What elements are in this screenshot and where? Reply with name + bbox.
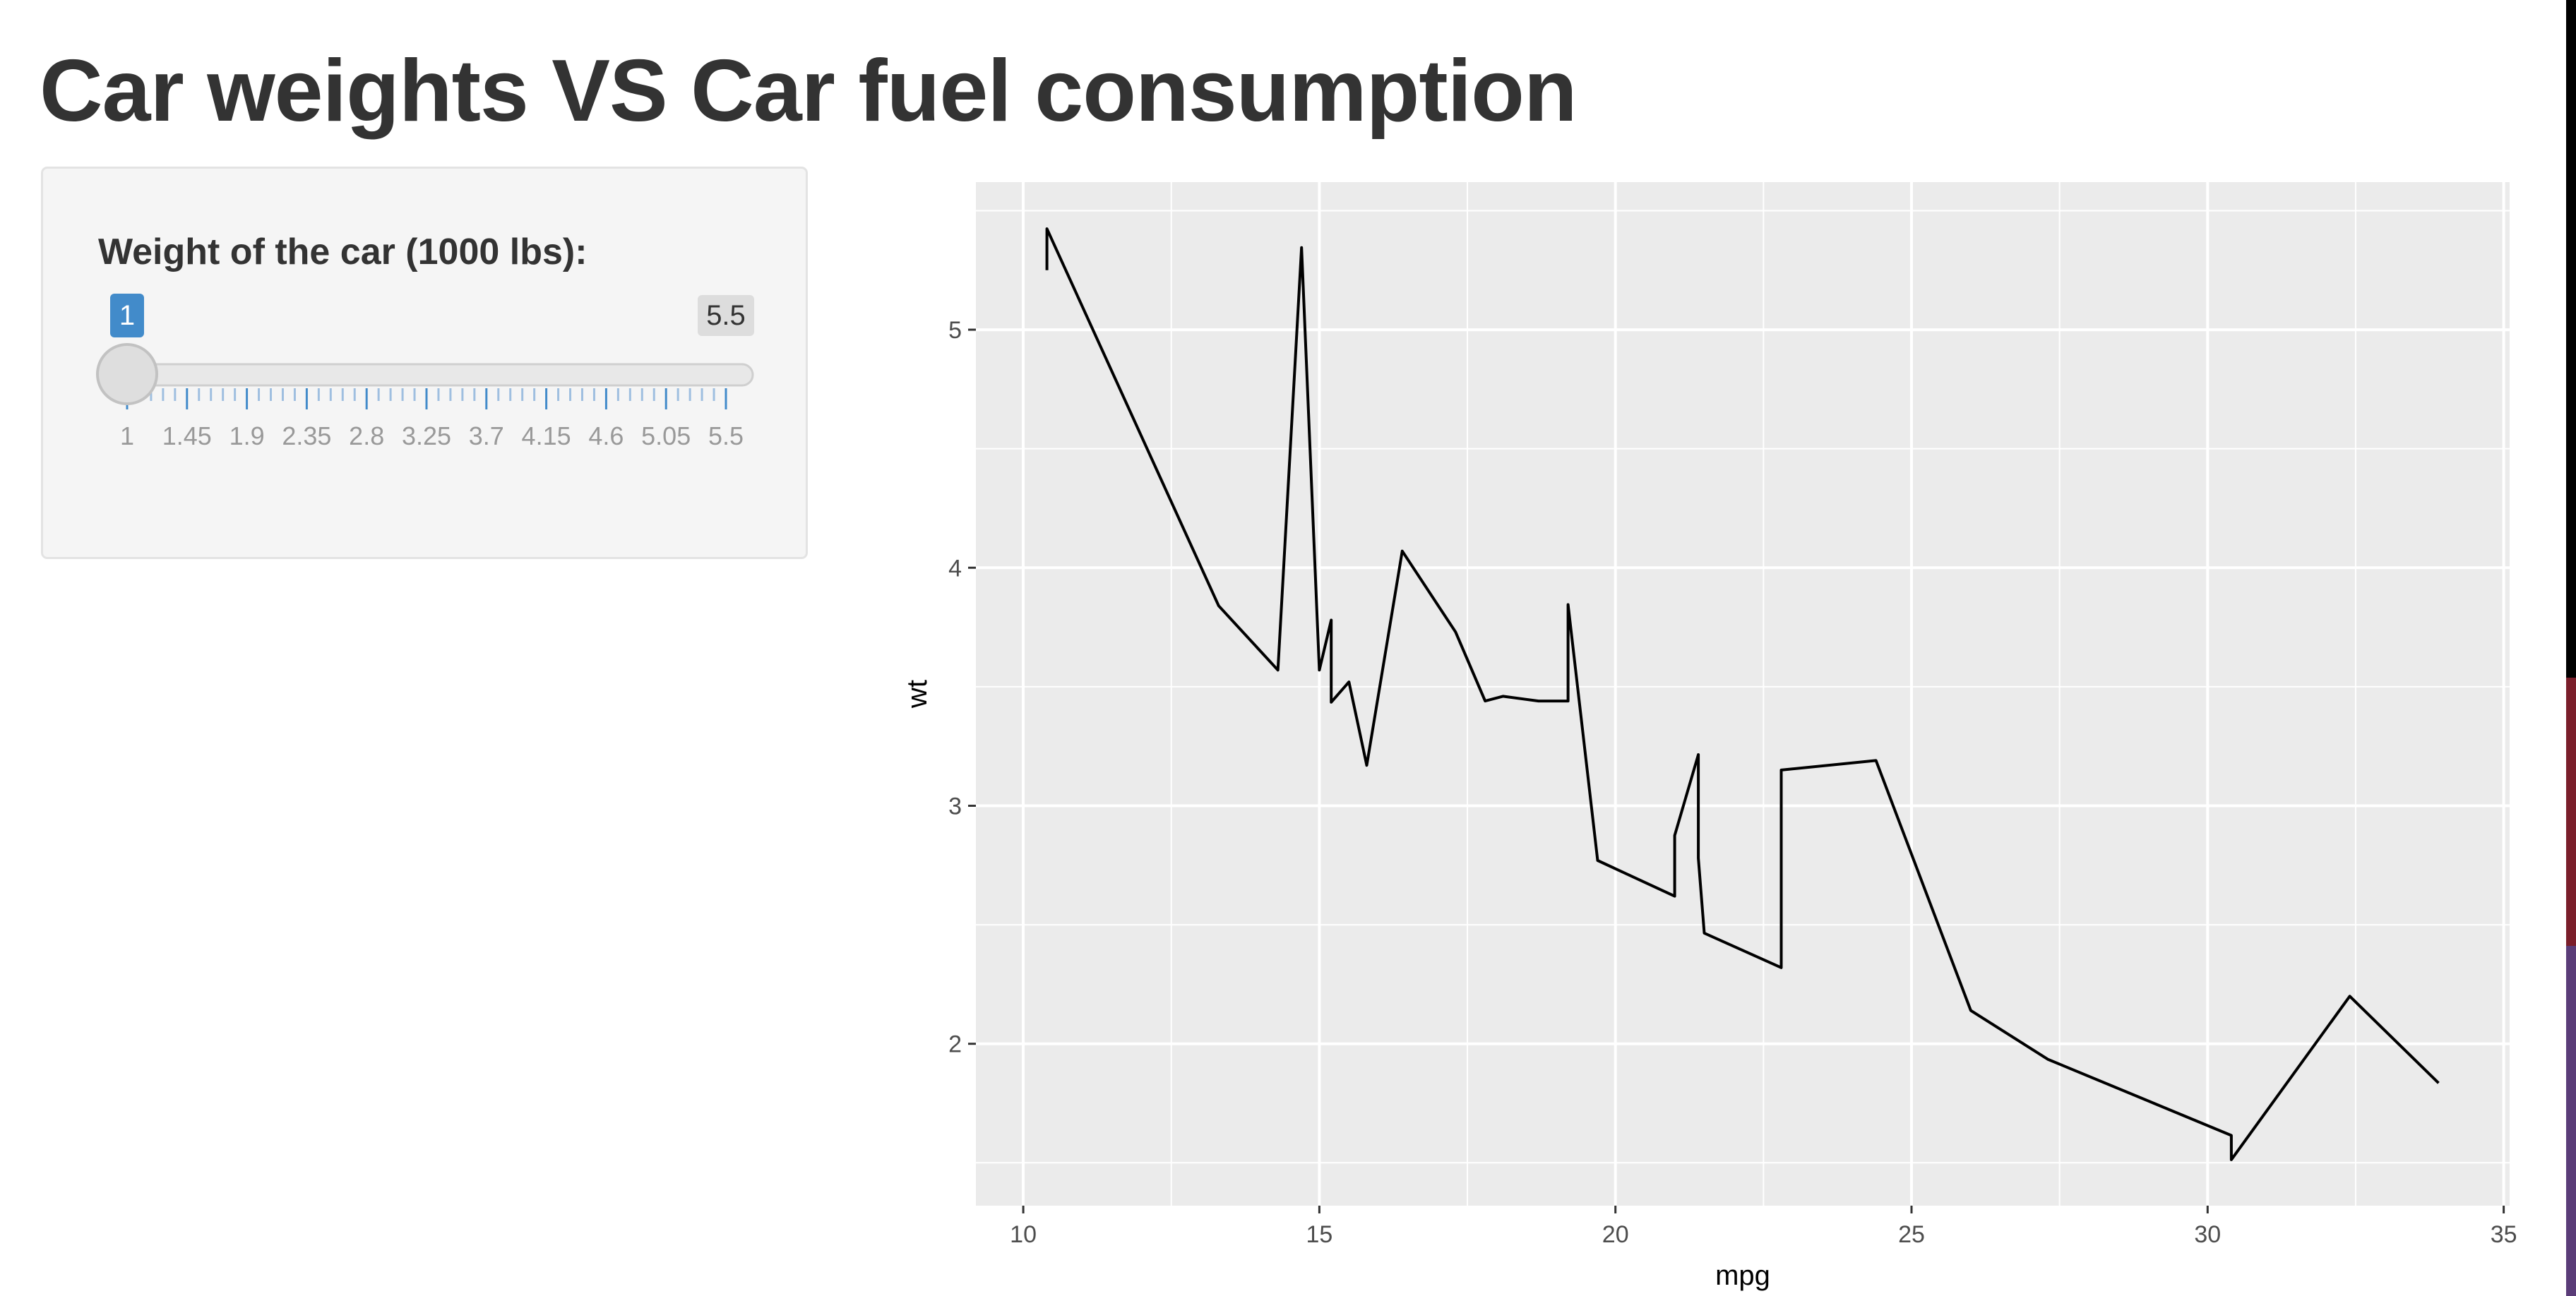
x-tick-label: 15 (1306, 1221, 1332, 1248)
x-tick-label: 20 (1602, 1221, 1629, 1248)
y-axis-title: wt (902, 680, 933, 709)
y-tick-label: 2 (948, 1031, 962, 1058)
weight-slider[interactable]: 1 5.5 1 1.45 1.9 2.35 2.8 3.25 3.7 4.15 4.6 5.05 5… (0, 0, 819, 494)
series-line (1045, 227, 2440, 1161)
major-gridlines (976, 182, 2510, 1206)
slider-tick-label: 4.6 (588, 421, 624, 450)
x-tick-label: 25 (1898, 1221, 1925, 1248)
y-tick-label: 4 (948, 555, 962, 582)
slider-tick-label: 5.5 (708, 421, 744, 450)
slider-value-label: 1 (119, 300, 135, 331)
slider-tick-label: 4.15 (522, 421, 571, 450)
slider-max-badge (698, 295, 754, 336)
window-edge-accent-2 (2566, 946, 2576, 1296)
plot-panel (976, 182, 2510, 1206)
slider-tick-label: 1.9 (229, 421, 265, 450)
slider-tick-label: 3.7 (469, 421, 504, 450)
slider-handle[interactable] (96, 343, 158, 405)
slider-label: Weight of the car (1000 lbs): (98, 232, 588, 272)
page-title: Car weights VS Car fuel consumption (40, 42, 1578, 140)
y-tick-label: 5 (948, 317, 962, 344)
minor-gridlines (976, 182, 2510, 1206)
slider-tick-label: 1 (120, 421, 134, 450)
slider-tick-label: 2.8 (349, 421, 384, 450)
slider-max-label: 5.5 (706, 300, 746, 331)
slider-tick-label: 3.25 (402, 421, 451, 450)
slider-tick-label: 2.35 (282, 421, 331, 450)
slider-tick-labels: 1 1.45 1.9 2.35 2.8 3.25 3.7 4.15 4.6 5.05 5.5 (120, 421, 744, 450)
x-tick-label: 35 (2491, 1221, 2517, 1248)
slider-tick-label: 1.45 (162, 421, 212, 450)
y-axis-ticks: 2 3 4 5 (948, 317, 976, 1058)
slider-ticks (126, 388, 727, 409)
x-axis-title: mpg (1715, 1260, 1770, 1291)
window-edge-accent (2566, 678, 2576, 946)
x-tick-label: 30 (2194, 1221, 2221, 1248)
slider-tick-label: 5.05 (641, 421, 691, 450)
x-tick-label: 10 (1010, 1221, 1037, 1248)
slider-track[interactable] (103, 363, 754, 387)
x-axis-ticks: 10 15 20 25 30 35 (1010, 1206, 2517, 1248)
y-tick-label: 3 (948, 793, 962, 820)
sidebar-panel: Weight of the car (1000 lbs): (41, 167, 808, 559)
mpg-wt-line-chart: 10 15 20 25 30 35 2 3 4 5 mpg wt (902, 182, 2517, 1291)
slider-value-badge (110, 294, 144, 337)
